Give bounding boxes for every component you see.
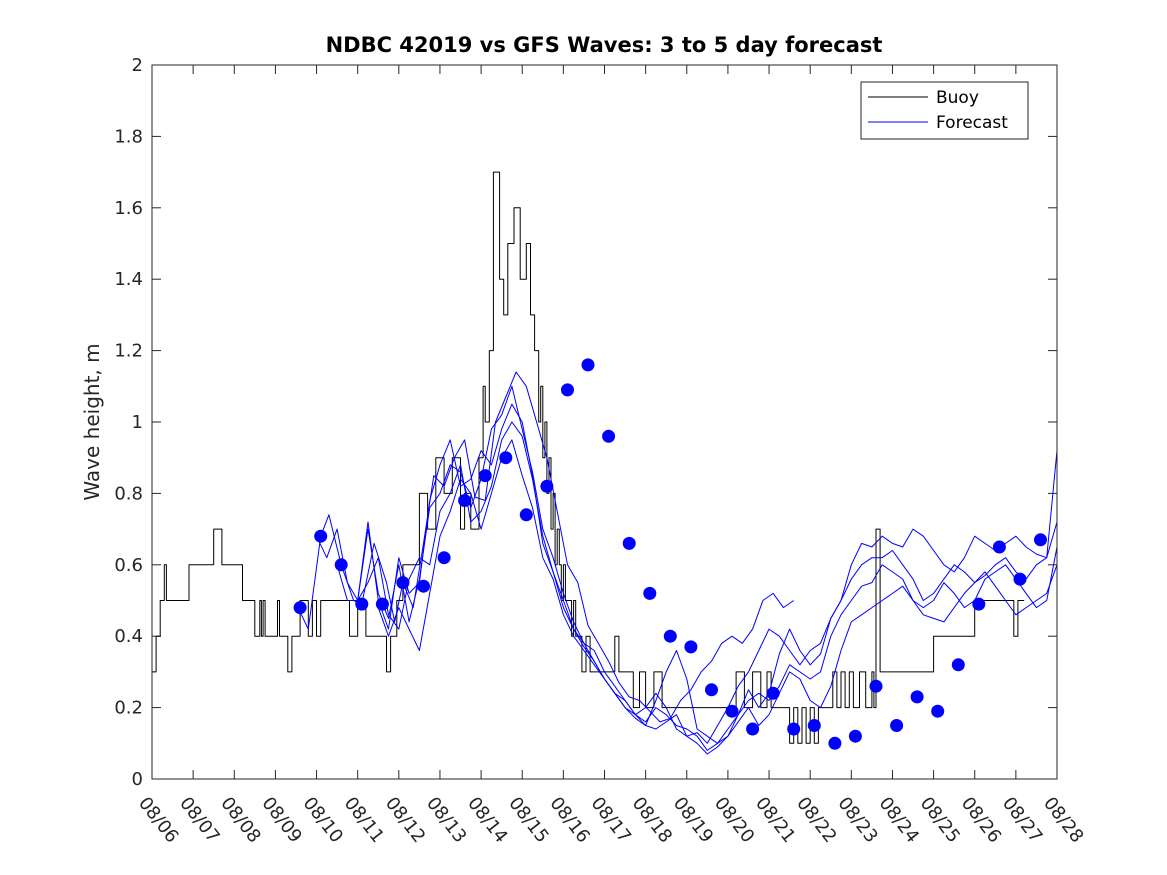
y-tick-label: 0.2 bbox=[114, 698, 143, 719]
marker-layer bbox=[293, 358, 1047, 750]
y-tick-label: 2 bbox=[132, 55, 143, 76]
forecast-marker bbox=[1034, 533, 1047, 547]
forecast-marker bbox=[437, 551, 451, 565]
y-axis-label: Wave height, m bbox=[80, 343, 104, 500]
forecast-line-4 bbox=[357, 421, 1058, 751]
axes-background bbox=[152, 65, 1057, 779]
forecast-marker bbox=[910, 690, 924, 704]
buoy-line bbox=[152, 171, 1025, 744]
forecast-marker bbox=[293, 601, 307, 615]
y-tick-label: 1.2 bbox=[114, 341, 143, 362]
forecast-marker bbox=[705, 683, 718, 697]
forecast-marker bbox=[663, 629, 677, 643]
forecast-line-1 bbox=[297, 371, 794, 723]
y-tick-label: 0.8 bbox=[114, 483, 143, 504]
forecast-marker bbox=[931, 704, 945, 718]
forecast-marker bbox=[972, 597, 986, 611]
forecast-marker bbox=[746, 722, 760, 736]
forecast-marker bbox=[458, 494, 472, 507]
y-axis-tick-labels: 0 0.2 0.4 0.6 0.8 1 1.2 1.4 1.6 1.8 2 bbox=[114, 55, 143, 790]
forecast-marker bbox=[951, 658, 965, 672]
legend-forecast-label: Forecast bbox=[936, 113, 1008, 133]
forecast-marker bbox=[725, 704, 739, 718]
series-layer bbox=[152, 171, 1058, 755]
tick-marks bbox=[151, 64, 1058, 780]
forecast-marker bbox=[417, 579, 430, 593]
forecast-marker bbox=[602, 429, 616, 443]
y-tick-label: 0.6 bbox=[114, 555, 143, 576]
forecast-marker bbox=[375, 597, 389, 611]
forecast-marker bbox=[828, 736, 842, 750]
forecast-marker bbox=[396, 576, 410, 590]
forecast-marker bbox=[478, 469, 492, 483]
forecast-marker bbox=[540, 479, 554, 493]
forecast-marker bbox=[622, 536, 636, 550]
y-tick-label: 1.8 bbox=[114, 126, 143, 147]
forecast-marker bbox=[848, 729, 862, 743]
forecast-marker bbox=[519, 508, 533, 522]
plot-area bbox=[151, 64, 1058, 780]
legend: Buoy Forecast bbox=[860, 81, 1029, 140]
forecast-marker bbox=[355, 597, 369, 611]
forecast-marker bbox=[869, 679, 883, 693]
y-tick-label: 1.6 bbox=[114, 198, 143, 219]
forecast-marker bbox=[581, 358, 595, 372]
forecast-line-5 bbox=[377, 439, 1058, 755]
y-tick-label: 0 bbox=[132, 769, 143, 790]
y-tick-label: 1 bbox=[132, 412, 143, 433]
forecast-line-3 bbox=[336, 385, 1058, 744]
y-tick-label: 1.4 bbox=[114, 269, 143, 290]
legend-buoy-label: Buoy bbox=[936, 88, 979, 108]
forecast-marker bbox=[992, 540, 1006, 554]
forecast-marker bbox=[561, 383, 574, 397]
forecast-marker bbox=[643, 586, 657, 600]
legend-box bbox=[860, 81, 1029, 140]
y-tick-label: 0.4 bbox=[114, 626, 143, 647]
forecast-marker bbox=[684, 640, 698, 654]
forecast-marker bbox=[1013, 572, 1027, 586]
forecast-marker bbox=[334, 558, 348, 572]
forecast-marker bbox=[890, 719, 904, 732]
forecast-marker bbox=[499, 451, 513, 465]
forecast-marker bbox=[807, 719, 821, 732]
chart-title: NDBC 42019 vs GFS Waves: 3 to 5 day fore… bbox=[326, 33, 883, 57]
forecast-marker bbox=[314, 529, 328, 543]
forecast-line-2 bbox=[316, 403, 1058, 744]
axes-frame bbox=[151, 64, 1058, 780]
forecast-marker bbox=[766, 686, 780, 700]
forecast-marker bbox=[787, 722, 801, 736]
